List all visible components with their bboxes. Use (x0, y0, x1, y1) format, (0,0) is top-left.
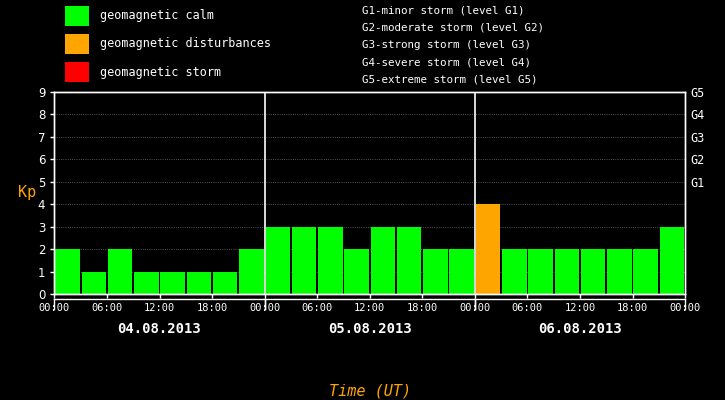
Bar (660, 227, 684, 294)
Text: G4-severe storm (level G4): G4-severe storm (level G4) (362, 57, 531, 67)
Y-axis label: Kp: Kp (17, 186, 36, 200)
Bar (607, 249, 631, 294)
Text: 06.08.2013: 06.08.2013 (538, 322, 622, 336)
Bar (370, 227, 395, 294)
Bar (65, 34, 89, 54)
Bar (581, 249, 605, 294)
Bar (160, 272, 185, 294)
Bar (213, 272, 238, 294)
Bar (318, 227, 343, 294)
Bar (423, 249, 448, 294)
Bar (344, 249, 369, 294)
Bar (397, 227, 421, 294)
Bar (65, 6, 89, 26)
Text: G5-extreme storm (level G5): G5-extreme storm (level G5) (362, 74, 538, 84)
Bar (65, 62, 89, 82)
Bar (108, 249, 133, 294)
Bar (634, 249, 658, 294)
Bar (134, 272, 159, 294)
Bar (55, 249, 80, 294)
Bar (502, 249, 526, 294)
Text: 04.08.2013: 04.08.2013 (117, 322, 202, 336)
Text: geomagnetic disturbances: geomagnetic disturbances (100, 38, 271, 50)
Bar (529, 249, 553, 294)
Bar (265, 227, 290, 294)
Bar (81, 272, 106, 294)
Text: Time (UT): Time (UT) (328, 383, 411, 398)
Bar (555, 249, 579, 294)
Bar (476, 204, 500, 294)
Text: geomagnetic storm: geomagnetic storm (100, 66, 221, 79)
Bar (186, 272, 211, 294)
Text: G1-minor storm (level G1): G1-minor storm (level G1) (362, 6, 525, 16)
Text: 05.08.2013: 05.08.2013 (328, 322, 412, 336)
Text: G3-strong storm (level G3): G3-strong storm (level G3) (362, 40, 531, 50)
Text: geomagnetic calm: geomagnetic calm (100, 9, 214, 22)
Bar (450, 249, 474, 294)
Text: G2-moderate storm (level G2): G2-moderate storm (level G2) (362, 23, 544, 33)
Bar (291, 227, 316, 294)
Bar (239, 249, 264, 294)
